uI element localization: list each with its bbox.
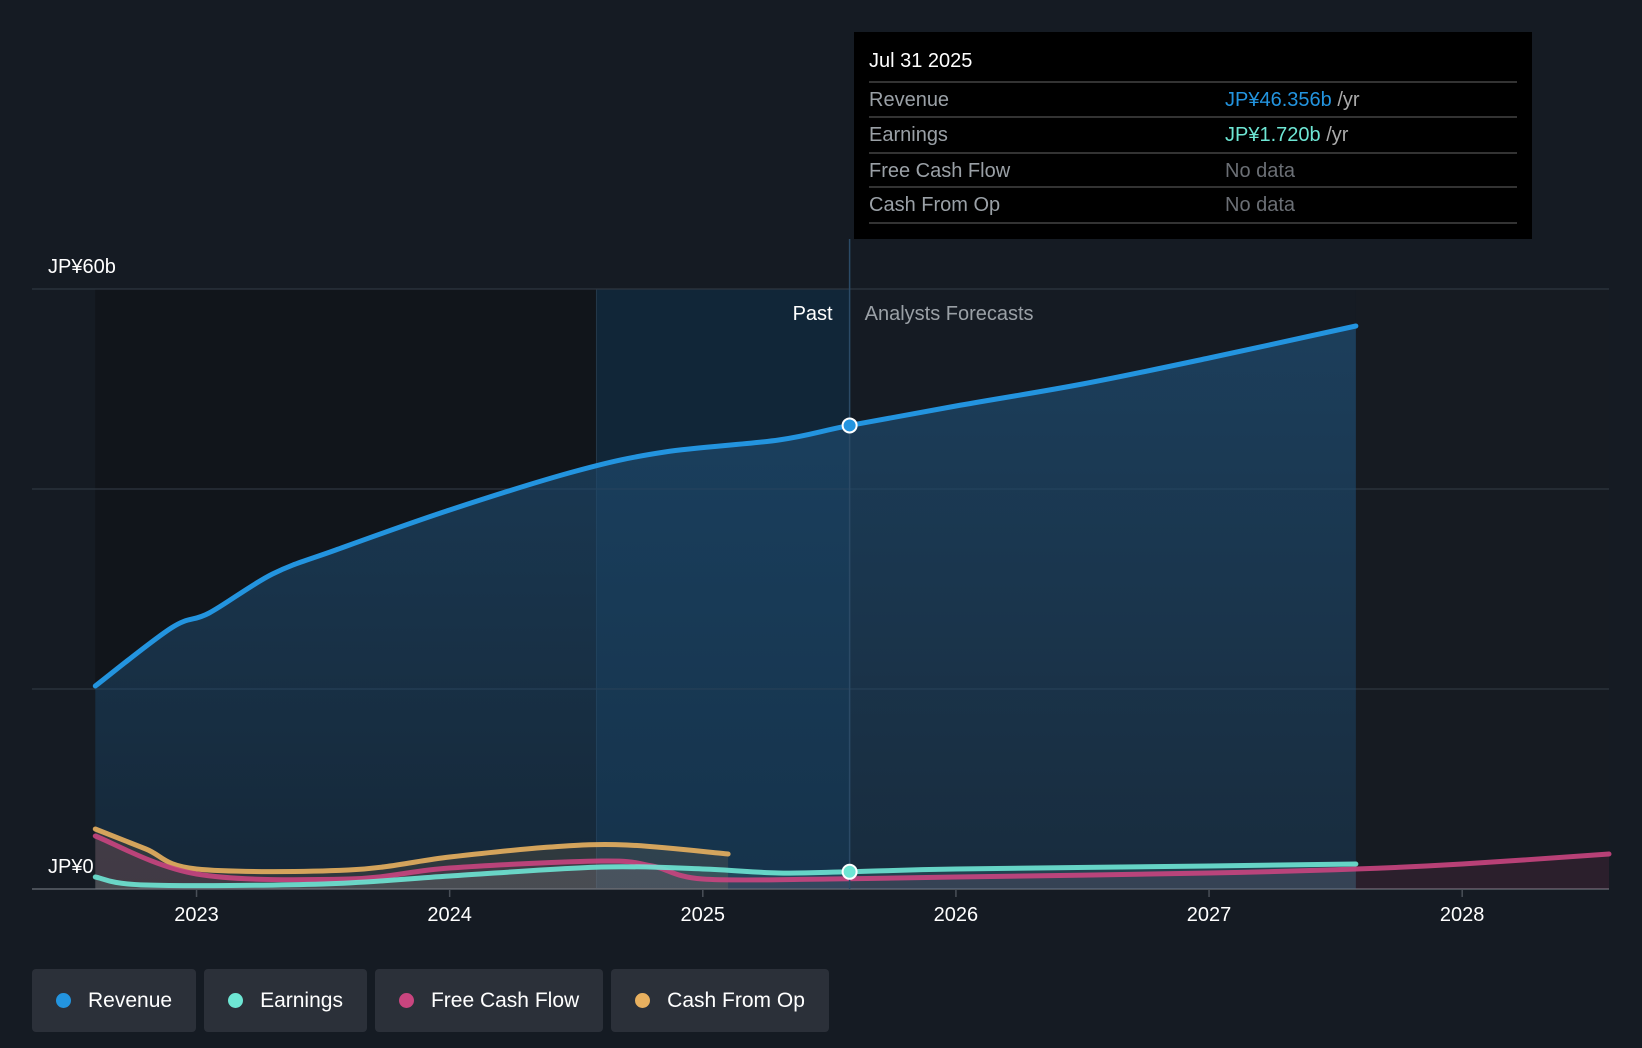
tooltip-value: No data: [1225, 194, 1296, 216]
legend-dot-icon: [635, 993, 651, 1008]
legend-dot-icon: [228, 993, 244, 1008]
tooltip-value: JP¥1.720b: [1225, 124, 1321, 146]
tooltip-date: Jul 31 2025: [869, 50, 973, 72]
x-tick-label: 2027: [1187, 904, 1232, 926]
x-tick-label: 2024: [427, 904, 472, 926]
y-axis-label-top: JP¥60b: [48, 256, 116, 278]
tooltip-label: Earnings: [869, 124, 948, 146]
y-axis-label-bottom: JP¥0: [48, 856, 94, 878]
forecast-label: Analysts Forecasts: [865, 303, 1034, 325]
tooltip-marker-earnings: [841, 863, 858, 880]
series-line-free-cash-flow: [92, 833, 1612, 883]
tooltip-unit: /yr: [1331, 89, 1360, 111]
legend-item-cash-from-op[interactable]: Cash From Op: [611, 969, 829, 1032]
tooltip-row-cash-from-op: Cash From Op No data: [869, 186, 1517, 222]
legend-label: Earnings: [260, 988, 343, 1012]
legend-label: Free Cash Flow: [430, 988, 580, 1012]
series-area-revenue: [95, 326, 1356, 889]
series-line-revenue: [92, 323, 1359, 689]
legend-item-revenue[interactable]: Revenue: [32, 969, 197, 1032]
tooltip-unit: /yr: [1320, 124, 1349, 146]
x-tick-label: 2025: [681, 904, 726, 926]
tooltip-marker-revenue: [841, 417, 858, 434]
tooltip-label: Free Cash Flow: [869, 160, 1011, 182]
x-tick-label: 2028: [1440, 904, 1485, 926]
legend-item-earnings[interactable]: Earnings: [204, 969, 367, 1032]
legend-dot-icon: [398, 993, 414, 1008]
tooltip-label: Cash From Op: [869, 194, 1001, 216]
x-tick-label: 2026: [934, 904, 979, 926]
legend-item-free-cash-flow[interactable]: Free Cash Flow: [374, 969, 604, 1032]
past-label: Past: [793, 303, 833, 325]
tooltip-row-revenue: Revenue JP¥46.356b /yr: [869, 81, 1517, 117]
tooltip-divider: [869, 222, 1517, 224]
legend-label: Cash From Op: [667, 988, 805, 1012]
series-line-cash-from-op: [92, 826, 731, 875]
tooltip-row-free-cash-flow: Free Cash Flow No data: [869, 152, 1517, 188]
series-area-cash-from-op: [95, 829, 729, 889]
tooltip-row-earnings: Earnings JP¥1.720b /yr: [869, 116, 1517, 152]
series-line-earnings: [92, 861, 1359, 889]
forecast-beyond-region: [1355, 289, 1609, 889]
x-tick-label: 2023: [174, 904, 219, 926]
legend: Revenue Earnings Free Cash Flow Cash Fro…: [32, 969, 829, 1032]
tooltip-value: JP¥46.356b: [1225, 89, 1332, 111]
tooltip-value: No data: [1225, 160, 1296, 182]
tooltip-label: Revenue: [869, 89, 950, 111]
legend-dot-icon: [56, 993, 71, 1008]
legend-label: Revenue: [88, 988, 173, 1012]
tooltip: Jul 31 2025 Revenue JP¥46.356b /yr Earni…: [854, 32, 1532, 239]
